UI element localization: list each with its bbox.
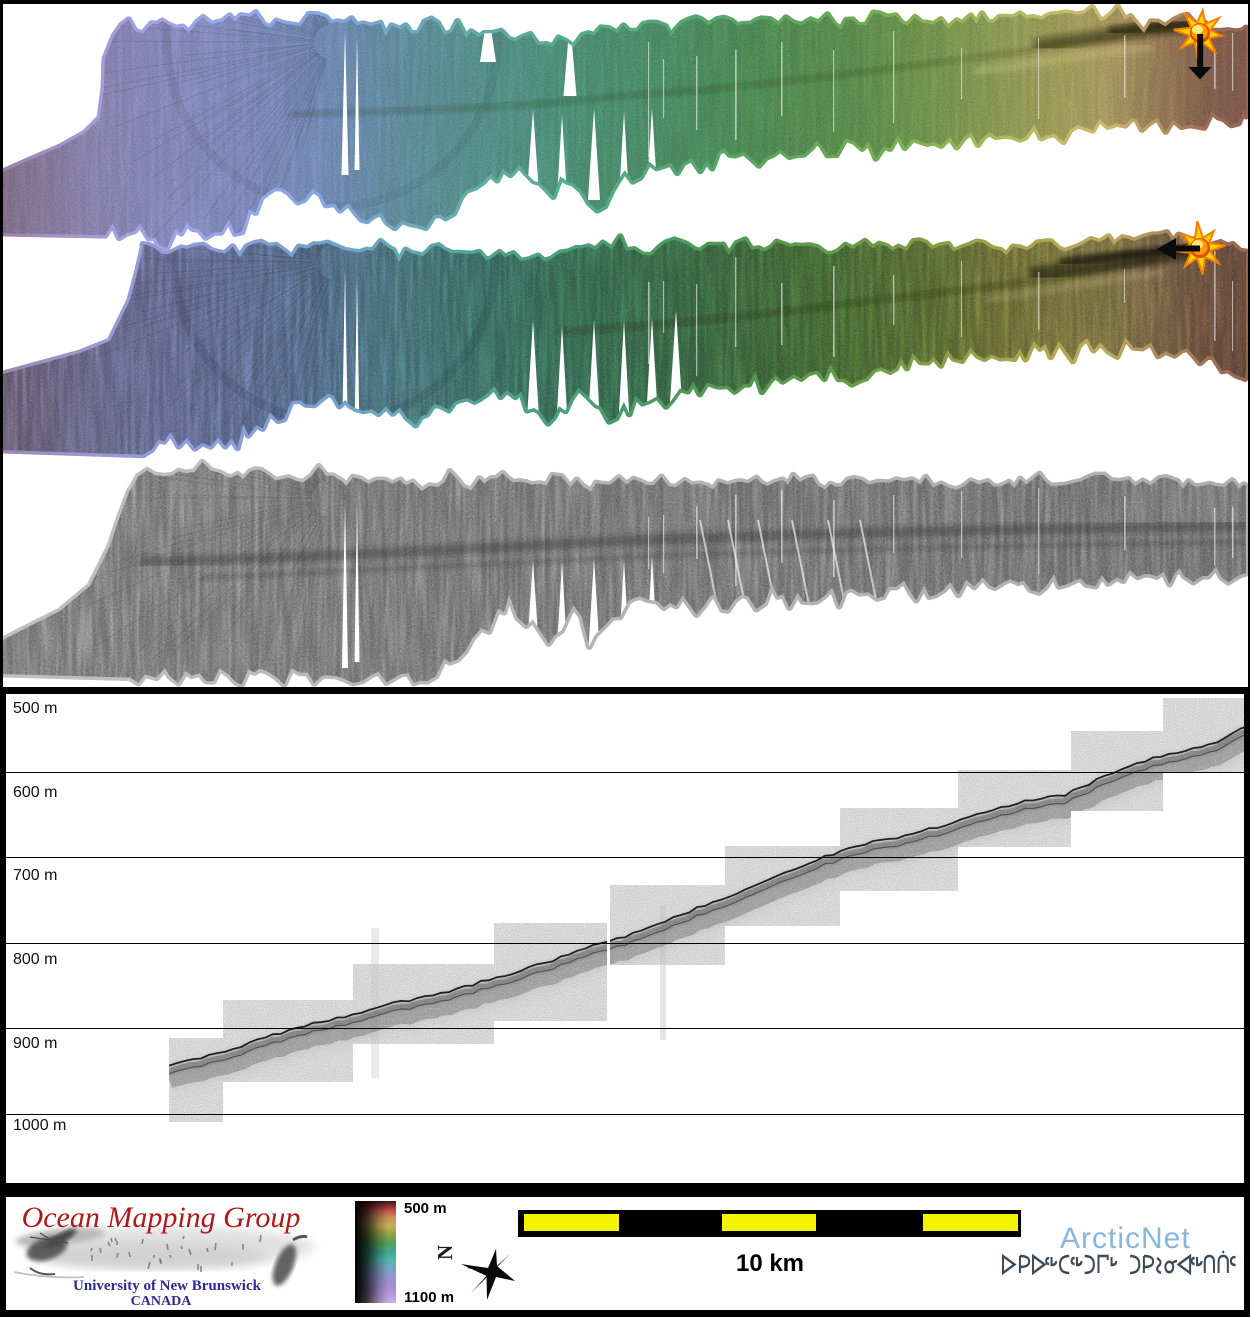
svg-text:N: N (433, 1245, 457, 1260)
